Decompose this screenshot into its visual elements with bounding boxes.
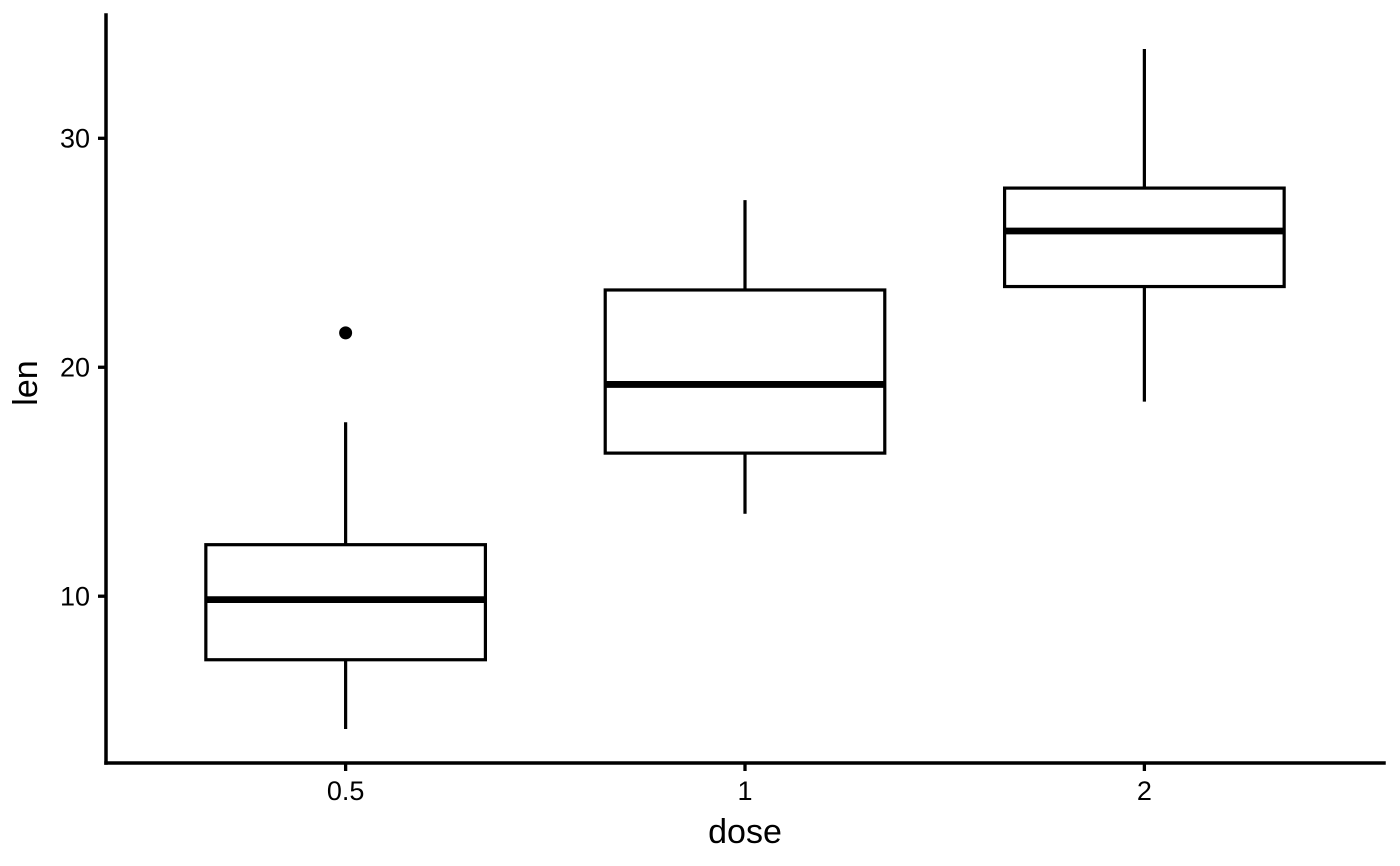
x-tick-label: 1 — [737, 776, 752, 806]
x-axis-title: dose — [708, 813, 782, 851]
outlier-point — [339, 326, 353, 340]
y-tick-label: 20 — [60, 353, 90, 383]
x-tick-label: 0.5 — [327, 776, 365, 806]
boxplot-group-dose-0.5 — [204, 326, 488, 729]
boxplot-group-dose-1 — [603, 200, 887, 514]
axes-layer: 10 20 30 0.5 1 2 — [60, 13, 1386, 806]
x-tick-label: 2 — [1137, 776, 1152, 806]
y-tick-label: 10 — [60, 582, 90, 612]
y-tick-label: 30 — [60, 124, 90, 154]
boxes-layer — [204, 49, 1286, 729]
iqr-box — [1002, 186, 1286, 289]
boxplot-group-dose-2 — [1002, 49, 1286, 402]
iqr-box — [603, 288, 887, 455]
y-axis-title: len — [7, 360, 45, 405]
